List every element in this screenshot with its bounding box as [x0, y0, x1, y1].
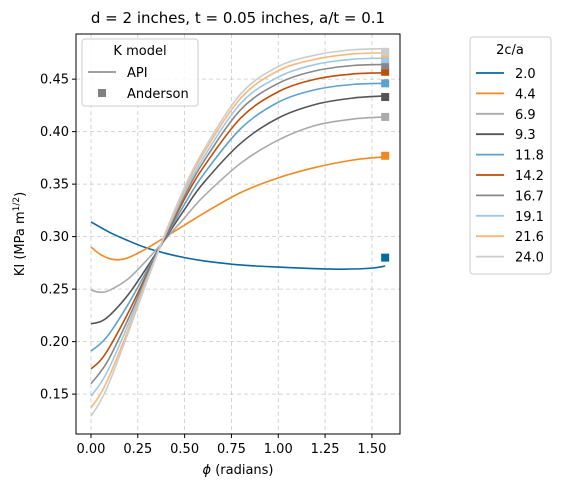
y-tick-label: 0.25 — [40, 283, 69, 298]
x-tick-label: 0.50 — [170, 442, 199, 457]
model-legend-api-label: API — [127, 66, 148, 81]
x-axis-label: ϕ (radians) — [202, 463, 273, 478]
series-legend-label: 14.2 — [515, 169, 544, 184]
x-tick-label: 0.25 — [123, 442, 152, 457]
x-tick-label: 0.75 — [217, 442, 246, 457]
series-line-6.9 — [90, 116, 386, 294]
x-tick-label: 1.25 — [311, 442, 340, 457]
series-legend: 2c/a 2.0 4.4 6.9 9.3 11.8 14.2 16.7 19.1 21.6 24.… — [469, 36, 552, 275]
x-tick-label: 1.00 — [264, 442, 293, 457]
series-legend-label: 4.4 — [515, 87, 536, 102]
anderson-marker-16.7 — [381, 61, 390, 70]
anderson-marker-24.0 — [381, 47, 390, 56]
y-tick-label: 0.40 — [40, 125, 69, 140]
series-line-14.2 — [90, 72, 386, 370]
series-line-9.3 — [90, 95, 386, 325]
y-tick-label: 0.15 — [40, 388, 69, 403]
series-legend-label: 21.6 — [515, 230, 544, 245]
model-legend-anderson-label: Anderson — [127, 87, 189, 102]
series-line-16.7 — [90, 63, 386, 385]
x-axis-label-symbol: ϕ — [202, 463, 211, 478]
y-axis-label-text: KI (MPa m — [13, 211, 28, 276]
y-axis: 0.15 0.20 0.25 0.30 0.35 0.40 0.45 — [40, 73, 76, 403]
series-legend-label: 9.3 — [515, 128, 536, 143]
series-legend-title: 2c/a — [496, 43, 524, 58]
x-tick-label: 1.50 — [357, 442, 386, 457]
y-tick-label: 0.45 — [40, 73, 69, 88]
y-axis-label-superscript: 1/2 — [12, 197, 22, 211]
model-legend: K model API Anderson — [81, 38, 199, 107]
anderson-marker-19.1 — [381, 55, 390, 64]
series-legend-label: 16.7 — [515, 189, 544, 204]
anderson-marker-9.3 — [381, 92, 390, 101]
series-legend-label: 19.1 — [515, 210, 544, 225]
series-legend-items: 2.0 4.4 6.9 9.3 11.8 14.2 16.7 19.1 21.6 24.0 — [476, 67, 544, 266]
series-line-19.1 — [90, 57, 386, 397]
series-legend-label: 24.0 — [515, 251, 544, 266]
anderson-marker-4.4 — [381, 151, 390, 160]
anderson-square-swatch — [98, 89, 106, 97]
anderson-marker-6.9 — [381, 112, 390, 121]
y-axis-label: KI (MPa m1/2) — [12, 192, 28, 276]
anderson-markers — [381, 47, 390, 262]
series-lines — [90, 47, 386, 417]
anderson-marker-2.0 — [381, 253, 390, 262]
chart-title: d = 2 inches, t = 0.05 inches, a/t = 0.1 — [91, 9, 385, 27]
y-tick-label: 0.30 — [40, 230, 69, 245]
x-axis-label-text: (radians) — [211, 463, 273, 478]
x-axis: 0.00 0.25 0.50 0.75 1.00 1.25 1.50 — [77, 434, 386, 457]
series-line-4.4 — [90, 156, 386, 261]
series-legend-label: 11.8 — [515, 149, 544, 164]
plot-area — [75, 33, 401, 435]
y-axis-label-close: ) — [13, 192, 28, 197]
series-line-2.0 — [90, 221, 386, 270]
x-tick-label: 0.00 — [77, 442, 106, 457]
series-legend-label: 2.0 — [515, 67, 536, 82]
series-legend-label: 6.9 — [515, 108, 536, 123]
y-tick-label: 0.20 — [40, 335, 69, 350]
model-legend-title: K model — [113, 44, 166, 59]
series-line-21.6 — [90, 52, 386, 409]
series-line-11.8 — [90, 82, 386, 352]
anderson-marker-11.8 — [381, 79, 390, 88]
anderson-marker-14.2 — [381, 67, 390, 76]
series-line-24.0 — [90, 47, 386, 417]
y-tick-label: 0.35 — [40, 178, 69, 193]
